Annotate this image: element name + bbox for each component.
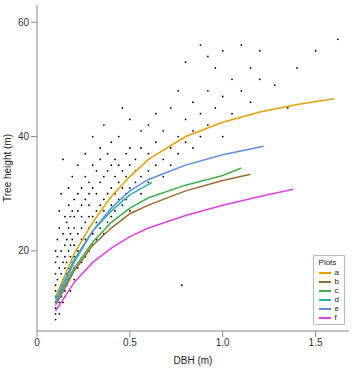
svg-text:Tree height (m): Tree height (m) (8, 134, 13, 202)
svg-text:20: 20 (18, 245, 30, 256)
svg-text:0: 0 (34, 337, 40, 348)
html-text:d: d (334, 295, 339, 304)
html-text:f: f (334, 313, 337, 322)
svg-text:DBH (m): DBH (m) (174, 355, 213, 366)
html-text:c: c (334, 286, 339, 295)
svg-text:1.0: 1.0 (216, 337, 230, 348)
svg-text:60: 60 (18, 17, 30, 28)
html-text:Plots: Plots (318, 258, 337, 267)
html-text:e: e (334, 304, 339, 313)
svg-text:0.5: 0.5 (123, 337, 137, 348)
html-text:a: a (334, 268, 339, 277)
svg-text:1.5: 1.5 (309, 337, 323, 348)
html-text:b: b (334, 277, 339, 286)
svg-text:40: 40 (18, 131, 30, 142)
